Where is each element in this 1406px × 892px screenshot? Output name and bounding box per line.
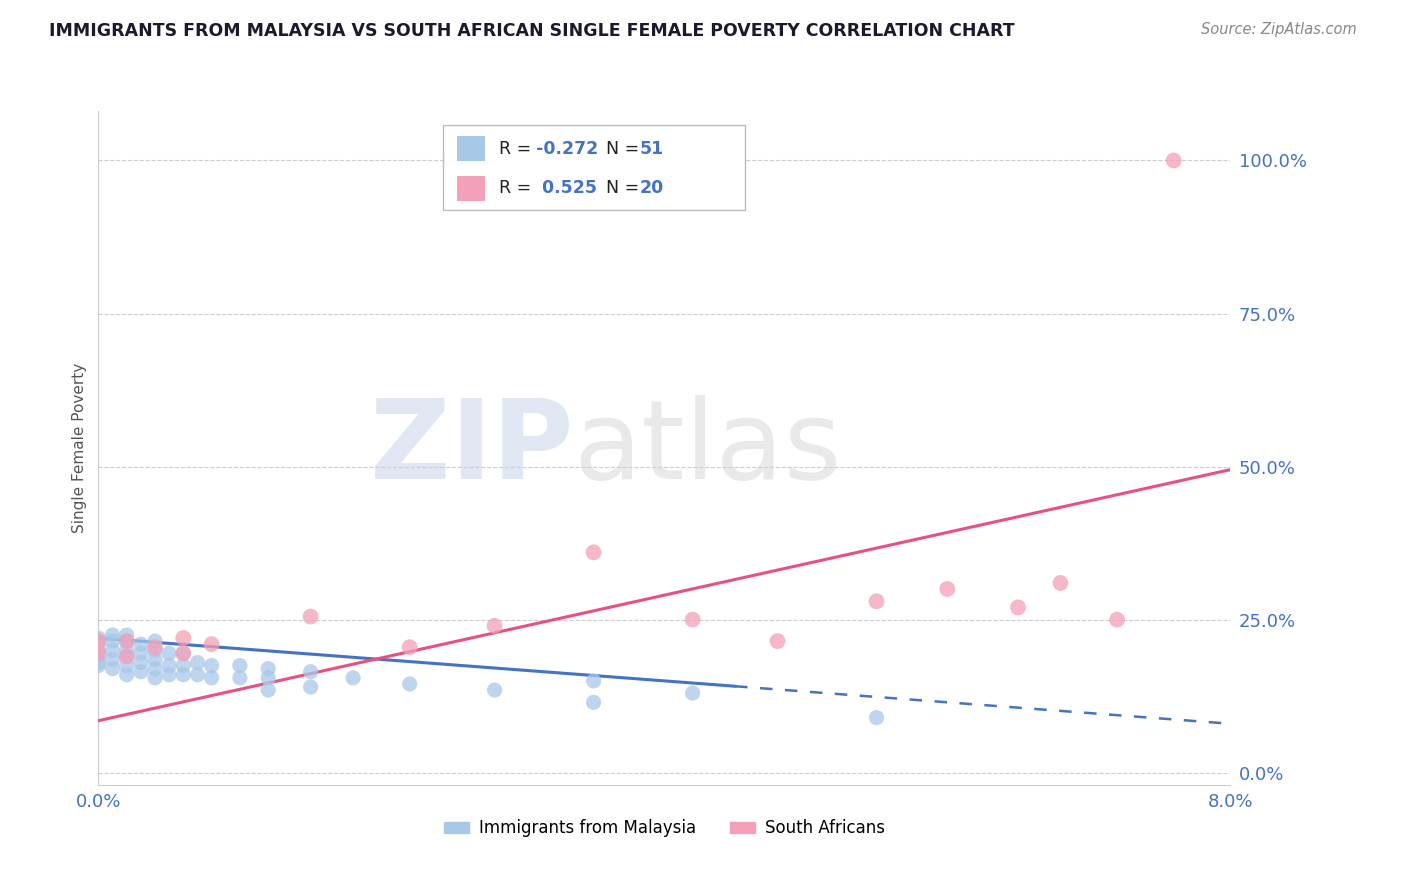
Point	[143, 652, 166, 666]
Point	[157, 646, 180, 660]
Text: 51: 51	[640, 140, 664, 158]
Point	[87, 643, 110, 657]
Point	[936, 582, 959, 596]
Point	[1163, 153, 1185, 168]
Point	[101, 643, 124, 657]
Y-axis label: Single Female Poverty: Single Female Poverty	[72, 363, 87, 533]
Point	[143, 662, 166, 676]
Point	[143, 643, 166, 657]
Point	[1007, 600, 1029, 615]
Point	[1107, 613, 1129, 627]
Point	[115, 643, 138, 657]
Point	[157, 658, 180, 673]
Point	[1049, 576, 1071, 591]
Point	[87, 656, 110, 670]
Point	[201, 637, 224, 651]
Text: -0.272: -0.272	[536, 140, 598, 158]
Point	[129, 656, 152, 670]
Point	[172, 646, 194, 660]
Point	[87, 634, 110, 648]
Text: ZIP: ZIP	[370, 395, 574, 501]
Text: IMMIGRANTS FROM MALAYSIA VS SOUTH AFRICAN SINGLE FEMALE POVERTY CORRELATION CHAR: IMMIGRANTS FROM MALAYSIA VS SOUTH AFRICA…	[49, 22, 1015, 40]
Point	[299, 609, 322, 624]
Point	[115, 658, 138, 673]
Point	[257, 662, 280, 676]
Point	[115, 628, 138, 642]
Point	[143, 640, 166, 655]
Point	[129, 665, 152, 679]
Point	[484, 683, 506, 698]
Point	[115, 667, 138, 681]
Point	[101, 628, 124, 642]
Point	[398, 677, 420, 691]
Point	[186, 656, 208, 670]
Point	[342, 671, 364, 685]
Point	[201, 658, 224, 673]
Point	[257, 671, 280, 685]
Point	[87, 631, 110, 645]
Legend: Immigrants from Malaysia, South Africans: Immigrants from Malaysia, South Africans	[437, 813, 891, 844]
Point	[87, 646, 110, 660]
Point	[172, 631, 194, 645]
Point	[157, 667, 180, 681]
Point	[766, 634, 789, 648]
Point	[865, 594, 887, 608]
Point	[172, 646, 194, 660]
Text: atlas: atlas	[574, 395, 842, 501]
Text: Source: ZipAtlas.com: Source: ZipAtlas.com	[1201, 22, 1357, 37]
Text: 0.525: 0.525	[536, 179, 596, 197]
Point	[115, 649, 138, 664]
Text: 20: 20	[640, 179, 664, 197]
Point	[115, 634, 138, 648]
Point	[186, 667, 208, 681]
Point	[484, 619, 506, 633]
Point	[229, 671, 252, 685]
Point	[172, 667, 194, 681]
Point	[865, 710, 887, 724]
Point	[129, 637, 152, 651]
Point	[582, 695, 605, 709]
Text: N =: N =	[595, 140, 644, 158]
Point	[87, 649, 110, 664]
Point	[143, 671, 166, 685]
Point	[201, 671, 224, 685]
Point	[101, 662, 124, 676]
Text: R =: R =	[499, 140, 537, 158]
Point	[115, 634, 138, 648]
Text: N =: N =	[595, 179, 644, 197]
Point	[129, 646, 152, 660]
Point	[582, 673, 605, 688]
Point	[101, 652, 124, 666]
Point	[101, 634, 124, 648]
Point	[229, 658, 252, 673]
Point	[398, 640, 420, 655]
Point	[582, 545, 605, 559]
Point	[299, 680, 322, 694]
Point	[299, 665, 322, 679]
Point	[143, 634, 166, 648]
Point	[257, 683, 280, 698]
Text: R =: R =	[499, 179, 537, 197]
Point	[682, 613, 704, 627]
Point	[87, 634, 110, 648]
Point	[87, 637, 110, 651]
Point	[682, 686, 704, 700]
Point	[172, 658, 194, 673]
Point	[115, 649, 138, 664]
Point	[87, 658, 110, 673]
